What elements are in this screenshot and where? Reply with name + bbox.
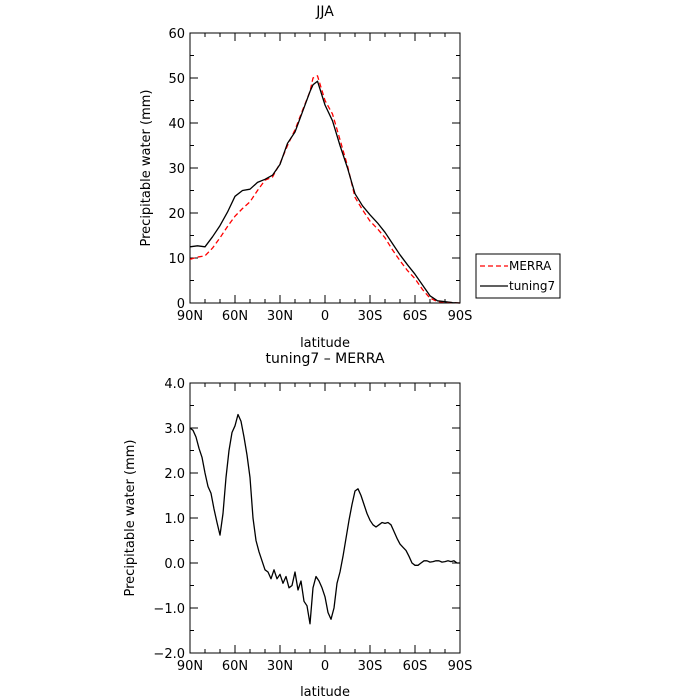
y-tick-label: 40 — [168, 117, 185, 132]
y-tick-label: 3.0 — [164, 422, 185, 437]
x-tick-label: 60N — [222, 659, 248, 674]
plot-frame — [189, 382, 461, 654]
y-tick-label: 1.0 — [164, 512, 185, 527]
y-tick-label: 4.0 — [164, 377, 185, 392]
y-tick-label: 60 — [168, 27, 185, 42]
x-tick-label: 0 — [321, 659, 329, 674]
precipitable-water-chart: JJA 90N 60N 30N 0 30S 60S 90S 0 10 20 30 40 50 60 lat… — [139, 4, 561, 351]
x-tick-label: 90S — [448, 309, 473, 324]
series-line-tuning7 — [189, 80, 461, 304]
y-tick-label: 2.0 — [164, 467, 185, 482]
legend-box — [475, 253, 561, 299]
x-tick-label: 60S — [403, 309, 428, 324]
series-line-series-0 — [189, 413, 460, 625]
y-tick-label: 30 — [168, 162, 185, 177]
chart-title: tuning7 – MERRA — [265, 351, 385, 367]
series-line-merra — [189, 75, 461, 304]
y-tick-label: 0 — [177, 297, 185, 312]
x-tick-label: 30N — [267, 309, 293, 324]
difference-chart: tuning7 – MERRA 90N 60N 30N 0 30S 60S 90S −2.0 −… — [123, 351, 472, 700]
legend-label-tuning7: tuning7 — [509, 279, 555, 293]
chart-title: JJA — [315, 4, 334, 20]
y-tick-label: 0.0 — [164, 557, 185, 572]
legend: MERRA tuning7 — [475, 253, 561, 299]
x-tick-label: 30N — [267, 659, 293, 674]
y-axis-label: Precipitable water (mm) — [123, 440, 138, 597]
y-tick-label: 50 — [168, 72, 185, 87]
legend-label-merra: MERRA — [509, 259, 552, 273]
x-tick-label: 30S — [358, 309, 383, 324]
plot-frame — [189, 32, 461, 304]
x-tick-label: 30S — [358, 659, 383, 674]
x-tick-label: 90S — [448, 659, 473, 674]
y-tick-label: −2.0 — [153, 647, 185, 662]
x-axis-label: latitude — [300, 685, 350, 700]
y-tick-label: 10 — [168, 252, 185, 267]
x-tick-label: 60N — [222, 309, 248, 324]
x-tick-label: 90N — [177, 309, 203, 324]
x-axis-label: latitude — [300, 336, 350, 351]
x-tick-label: 0 — [321, 309, 329, 324]
y-tick-label: −1.0 — [153, 602, 185, 617]
x-tick-label: 90N — [177, 659, 203, 674]
x-tick-label: 60S — [403, 659, 428, 674]
y-tick-label: 20 — [168, 207, 185, 222]
y-axis-label: Precipitable water (mm) — [139, 90, 154, 247]
